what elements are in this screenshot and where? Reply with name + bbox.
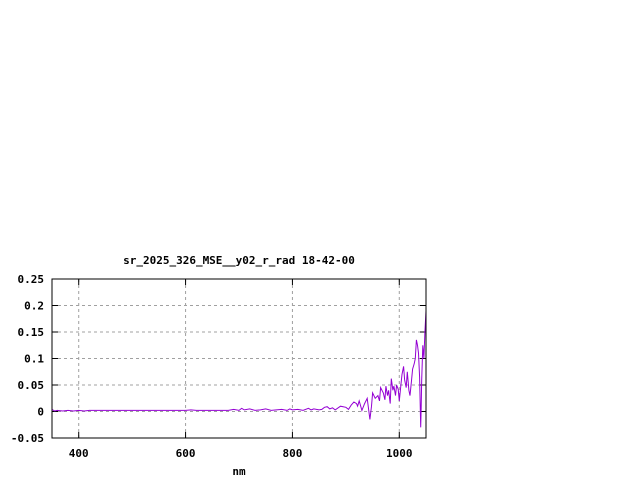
x-tick-label: 800 bbox=[282, 447, 302, 460]
y-tick-label: 0.2 bbox=[24, 300, 44, 313]
x-axis-label: nm bbox=[232, 465, 246, 478]
y-tick-label: 0.15 bbox=[18, 326, 45, 339]
y-tick-label: 0 bbox=[37, 406, 44, 419]
y-tick-label: 0.1 bbox=[24, 353, 44, 366]
plot-frame bbox=[51, 278, 427, 439]
y-tick-label: -0.05 bbox=[11, 432, 44, 445]
grid bbox=[52, 279, 426, 438]
chart-title: sr_2025_326_MSE__y02_r_rad 18-42-00 bbox=[123, 254, 355, 267]
series-line bbox=[51, 310, 427, 428]
ticks: 400 600 800 1000 -0.05 0 0.05 0.1 0.15 0.2 0.25 bbox=[11, 273, 426, 460]
x-tick-label: 400 bbox=[69, 447, 89, 460]
y-tick-label: 0.25 bbox=[18, 273, 45, 286]
x-tick-label: 600 bbox=[176, 447, 196, 460]
x-tick-label: 1000 bbox=[386, 447, 413, 460]
y-tick-label: 0.05 bbox=[18, 379, 45, 392]
series-group bbox=[51, 310, 427, 428]
